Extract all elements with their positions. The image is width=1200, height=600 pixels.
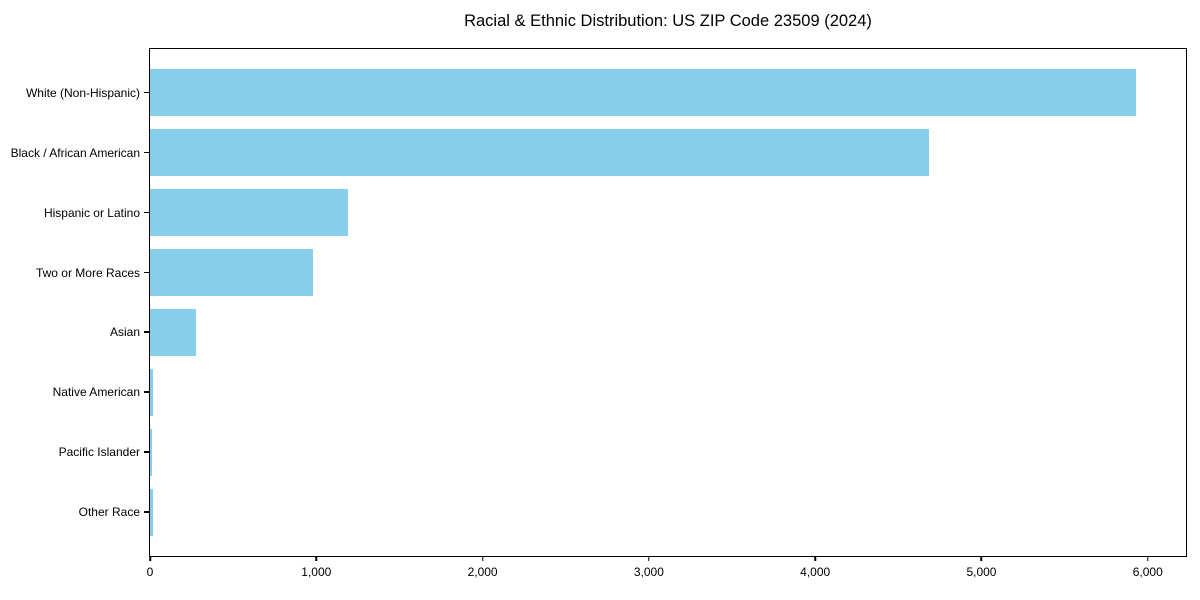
bar (150, 308, 196, 356)
x-tick-label: 2,000 (467, 565, 498, 579)
x-tick-label: 4,000 (800, 565, 831, 579)
x-tick-mark (1147, 557, 1149, 561)
x-tick-label: 3,000 (633, 565, 664, 579)
bar (150, 368, 153, 416)
y-axis-label: Black / African American (10, 145, 140, 160)
bar (150, 189, 348, 237)
y-axis-label: Pacific Islander (58, 445, 140, 460)
x-tick-mark (315, 557, 318, 561)
x-tick-label: 5,000 (966, 565, 997, 579)
y-axis-label: White (Non-Hispanic) (25, 85, 140, 100)
x-tick-mark (149, 557, 151, 561)
bar-row: Pacific Islander (59, 422, 1186, 482)
x-tick-label: 6,000 (1132, 565, 1163, 579)
bar-row: Other Race (79, 482, 1186, 542)
bar (150, 488, 154, 536)
x-tick-mark (980, 557, 983, 561)
x-tick-mark (481, 557, 484, 561)
bars-container: White (Non-Hispanic) Black / African Amer… (11, 49, 1186, 556)
bar-row: Two or More Races (36, 243, 1186, 303)
bar-row: Hispanic or Latino (44, 183, 1186, 243)
y-axis-label: Hispanic or Latino (43, 205, 140, 220)
x-tick-label: 1,000 (301, 565, 332, 579)
x-tick-label: 0 (146, 565, 154, 579)
x-tick-mark (648, 557, 650, 561)
bar-row: White (Non-Hispanic) (26, 63, 1186, 123)
y-tick-mark (144, 151, 149, 154)
y-tick-mark (144, 271, 149, 274)
bar (150, 249, 313, 297)
bar (150, 428, 153, 476)
y-tick-mark (144, 211, 149, 214)
y-tick-mark (144, 511, 149, 513)
y-axis-label: Two or More Races (35, 265, 140, 280)
chart-title: Racial & Ethnic Distribution: US ZIP Cod… (464, 12, 872, 30)
bar-row: Asian (110, 303, 1186, 363)
y-axis-label: Asian (109, 325, 140, 340)
bar (150, 129, 930, 177)
plot-area: White (Non-Hispanic) Black / African Amer… (11, 48, 1187, 557)
x-tick-mark (814, 557, 816, 561)
y-tick-mark (144, 331, 149, 333)
bar-row: Black / African American (11, 123, 1186, 183)
y-tick-mark (144, 451, 149, 453)
x-axis: 0 1,000 2,000 3,000 4,000 5,000 6,000 (146, 557, 1186, 589)
y-axis-label: Native American (52, 385, 140, 400)
bar (150, 69, 1137, 117)
y-tick-mark (144, 391, 149, 393)
y-axis-label: Other Race (78, 505, 140, 520)
bar-row: Native American (53, 362, 1186, 422)
y-tick-mark (144, 91, 149, 94)
